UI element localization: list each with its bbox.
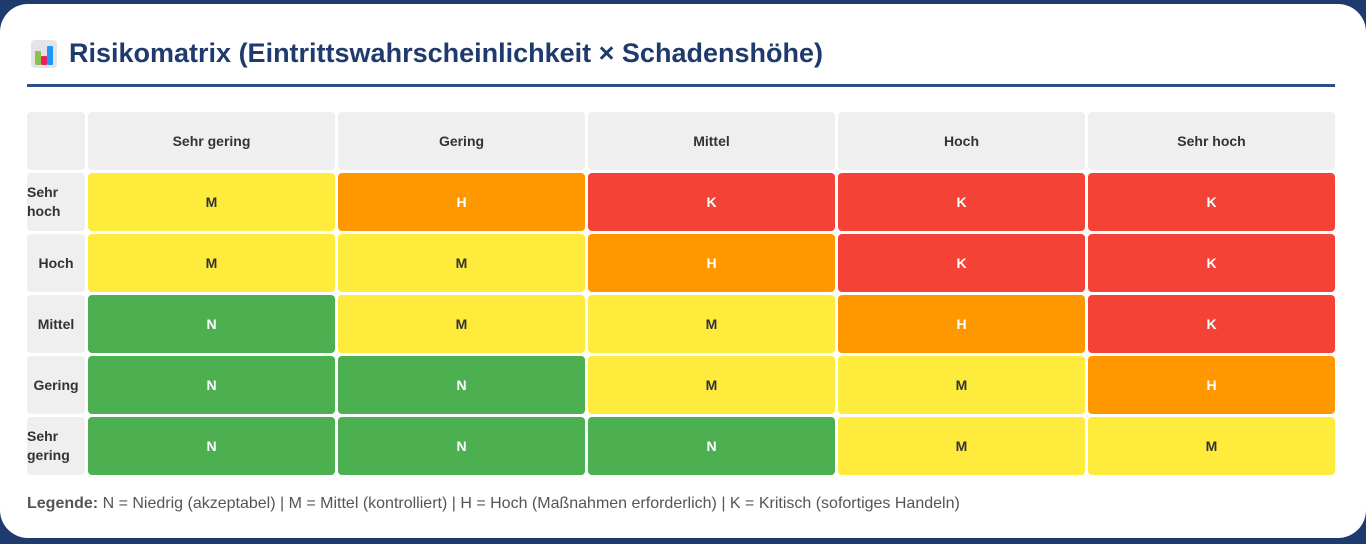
risk-cell: M xyxy=(588,295,835,353)
risk-cell: H xyxy=(1088,356,1335,414)
risk-cell: K xyxy=(588,173,835,231)
column-header: Gering xyxy=(338,112,585,170)
risk-cell: N xyxy=(88,295,335,353)
risk-cell: N xyxy=(88,417,335,475)
risk-cell: M xyxy=(338,295,585,353)
risk-cell: H xyxy=(588,234,835,292)
risk-cell: K xyxy=(838,173,1085,231)
risk-cell: K xyxy=(1088,234,1335,292)
legend-text: N = Niedrig (akzeptabel) | M = Mittel (k… xyxy=(102,495,960,512)
title-divider xyxy=(27,84,1335,87)
row-header: Sehr hoch xyxy=(27,173,85,231)
legend-label: Legende: xyxy=(27,495,99,512)
risk-matrix-card: Risikomatrix (Eintrittswahrscheinlichkei… xyxy=(0,4,1366,538)
risk-cell: M xyxy=(838,417,1085,475)
row-header: Mittel xyxy=(27,295,85,353)
risk-cell: N xyxy=(88,356,335,414)
risk-cell: N xyxy=(338,356,585,414)
row-header: Sehr gering xyxy=(27,417,85,475)
risk-matrix: Sehr gering Gering Mittel Hoch Sehr hoch Sehr… xyxy=(27,112,1335,475)
risk-cell: N xyxy=(588,417,835,475)
bar-chart-icon xyxy=(31,39,57,68)
risk-cell: H xyxy=(338,173,585,231)
column-header: Sehr gering xyxy=(88,112,335,170)
risk-cell: M xyxy=(838,356,1085,414)
risk-cell: K xyxy=(1088,295,1335,353)
risk-cell: N xyxy=(338,417,585,475)
page-title: Risikomatrix (Eintrittswahrscheinlichkei… xyxy=(69,38,823,68)
risk-cell: M xyxy=(1088,417,1335,475)
risk-cell: K xyxy=(1088,173,1335,231)
column-header: Hoch xyxy=(838,112,1085,170)
legend: Legende: N = Niedrig (akzeptabel) | M = … xyxy=(27,495,960,513)
row-header: Gering xyxy=(27,356,85,414)
row-header: Hoch xyxy=(27,234,85,292)
risk-cell: K xyxy=(838,234,1085,292)
risk-cell: M xyxy=(88,234,335,292)
risk-cell: H xyxy=(838,295,1085,353)
corner-cell xyxy=(27,112,85,170)
page-header: Risikomatrix (Eintrittswahrscheinlichkei… xyxy=(31,38,823,69)
risk-cell: M xyxy=(338,234,585,292)
risk-cell: M xyxy=(588,356,835,414)
column-header: Mittel xyxy=(588,112,835,170)
risk-cell: M xyxy=(88,173,335,231)
column-header: Sehr hoch xyxy=(1088,112,1335,170)
